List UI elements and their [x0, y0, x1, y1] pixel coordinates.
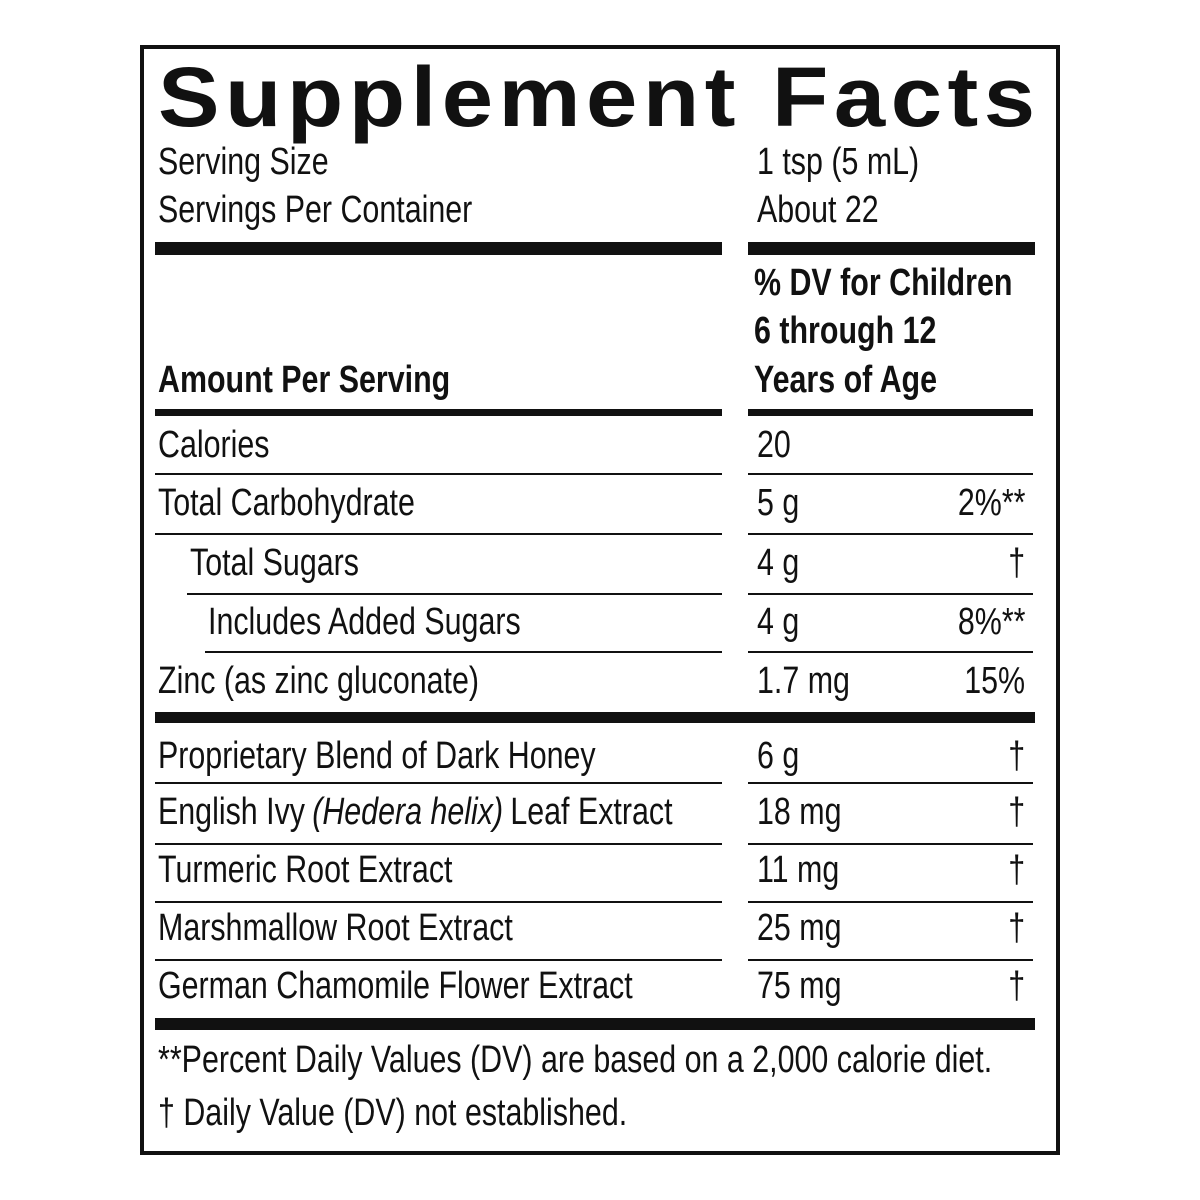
divider	[155, 242, 722, 255]
row-name: Total Sugars	[190, 542, 359, 584]
row-dv: 15%	[964, 660, 1025, 702]
row-dv: †	[1008, 849, 1025, 891]
column-header: % DV for Children	[754, 262, 1013, 304]
row-rule	[155, 901, 722, 903]
column-header: Amount Per Serving	[158, 359, 451, 401]
row-dv: †	[1008, 735, 1025, 777]
row-rule	[155, 533, 722, 535]
row-amount: 4 g	[757, 601, 800, 643]
row-rule	[748, 473, 1033, 475]
row-rule	[748, 843, 1033, 845]
serving-label: Servings Per Container	[158, 189, 473, 231]
row-rule	[155, 782, 722, 784]
divider	[155, 712, 1035, 723]
row-name: English Ivy (Hedera helix) Leaf Extract	[158, 790, 673, 834]
row-amount: 18 mg	[757, 791, 842, 833]
row-rule	[748, 782, 1033, 784]
row-name: Marshmallow Root Extract	[158, 907, 513, 949]
row-amount: 11 mg	[757, 849, 840, 891]
row-name: Includes Added Sugars	[208, 601, 521, 643]
row-rule	[187, 593, 722, 595]
label-title: Supplement Facts	[158, 50, 1041, 144]
row-amount: 25 mg	[757, 907, 842, 949]
row-rule	[205, 651, 722, 653]
column-header: Years of Age	[754, 359, 938, 401]
row-rule	[155, 959, 722, 961]
row-rule	[748, 533, 1033, 535]
row-rule	[748, 593, 1033, 595]
divider	[155, 1018, 1035, 1030]
footnote: **Percent Daily Values (DV) are based on…	[158, 1039, 993, 1081]
row-rule	[748, 901, 1033, 903]
divider	[748, 242, 1035, 255]
row-dv: 8%**	[957, 601, 1025, 643]
row-amount: 20	[757, 424, 791, 466]
divider	[155, 409, 722, 416]
footnote: † Daily Value (DV) not established.	[158, 1092, 628, 1134]
row-rule	[155, 843, 722, 845]
row-dv: 2%**	[957, 482, 1025, 524]
label-border	[140, 45, 1060, 1155]
row-name: Calories	[158, 424, 270, 466]
row-amount: 6 g	[757, 735, 800, 777]
row-amount: 1.7 mg	[757, 660, 850, 702]
serving-value: 1 tsp (5 mL)	[757, 141, 920, 183]
column-header: 6 through 12	[754, 310, 937, 352]
name-part: (Hedera helix)	[312, 791, 504, 833]
row-dv: †	[1008, 791, 1025, 833]
row-rule	[748, 959, 1033, 961]
row-name: Zinc (as zinc gluconate)	[158, 660, 480, 702]
divider	[748, 409, 1033, 416]
row-rule	[155, 473, 722, 475]
row-dv: †	[1008, 542, 1025, 584]
row-name: German Chamomile Flower Extract	[158, 965, 633, 1007]
name-part: English Ivy	[158, 791, 305, 833]
row-amount: 4 g	[757, 542, 800, 584]
name-part: Leaf Extract	[510, 791, 673, 833]
row-name: Proprietary Blend of Dark Honey	[158, 735, 596, 777]
row-name: Turmeric Root Extract	[158, 849, 453, 891]
row-dv: †	[1008, 965, 1025, 1007]
row-name: Total Carbohydrate	[158, 482, 415, 524]
row-amount: 5 g	[757, 482, 800, 524]
row-amount: 75 mg	[757, 965, 842, 1007]
row-dv: †	[1008, 907, 1025, 949]
row-rule	[748, 651, 1033, 653]
serving-value: About 22	[757, 189, 879, 231]
serving-label: Serving Size	[158, 141, 329, 183]
